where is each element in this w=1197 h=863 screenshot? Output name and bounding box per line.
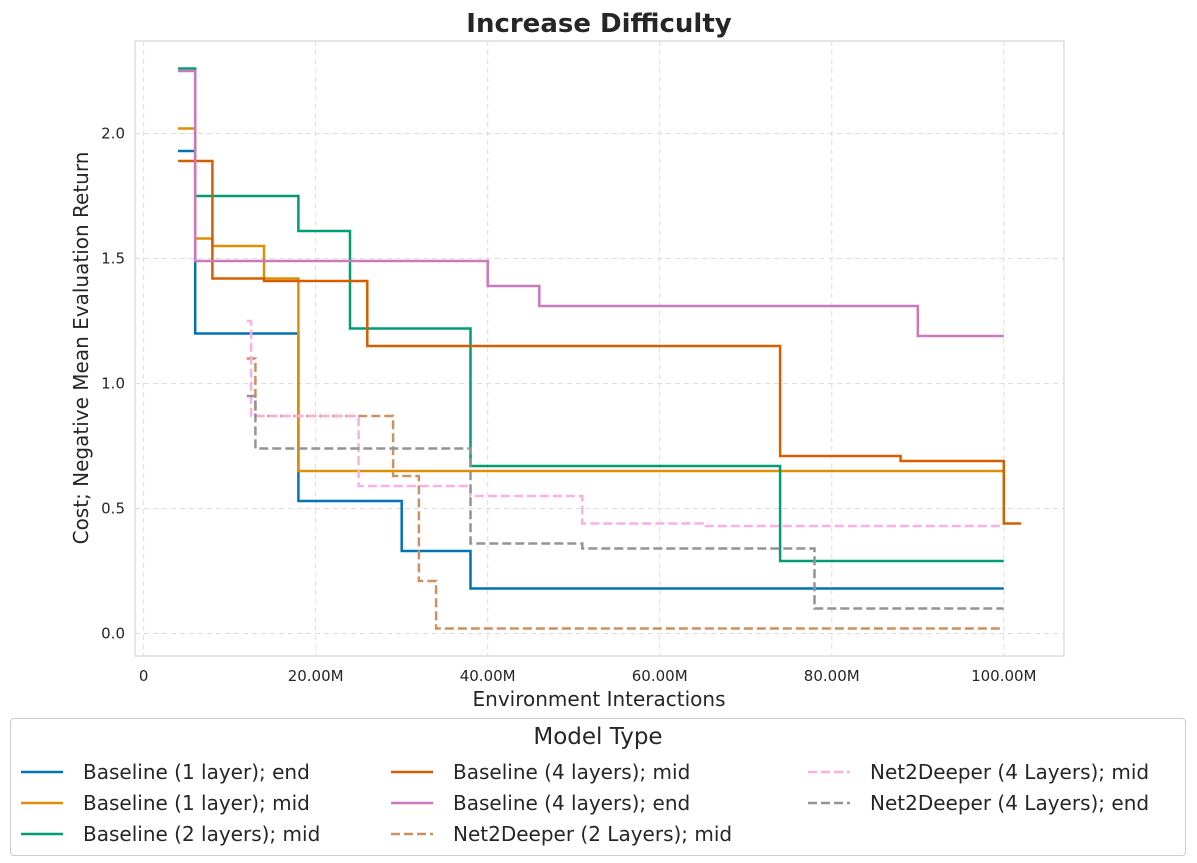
legend-swatch <box>808 801 850 805</box>
y-tick-label: 0.0 <box>101 625 125 643</box>
legend-swatch <box>391 770 433 774</box>
legend-swatch <box>391 801 433 805</box>
x-tick-label: 20.00M <box>288 667 344 685</box>
x-tick-label: 100.00M <box>971 667 1036 685</box>
legend-label: Net2Deeper (4 Layers); end <box>870 791 1150 815</box>
legend-label: Baseline (1 layer); end <box>83 760 310 784</box>
y-tick-label: 0.5 <box>101 500 125 518</box>
grid <box>135 41 1064 656</box>
series-layer <box>178 67 1021 630</box>
legend-swatch <box>391 832 433 836</box>
series-line <box>178 69 1004 338</box>
x-axis-label: Environment Interactions <box>473 687 726 711</box>
legend-swatch <box>21 801 63 805</box>
series-line <box>246 357 1004 630</box>
x-tick-labels: 0 20.00M 40.00M 60.00M 80.00M 100.00M <box>139 667 1037 685</box>
legend-swatch <box>21 770 63 774</box>
y-tick-labels: 0.0 0.5 1.0 1.5 2.0 <box>101 125 125 643</box>
legend-label: Net2Deeper (2 Layers); mid <box>453 822 733 846</box>
x-tick-label: 60.00M <box>632 667 688 685</box>
plot-area <box>134 40 1065 657</box>
x-tick-label: 80.00M <box>804 667 860 685</box>
y-tick-label: 1.5 <box>101 250 125 268</box>
chart-title: Increase Difficulty <box>466 9 732 39</box>
legend-label: Net2Deeper (4 Layers); mid <box>870 760 1150 784</box>
x-tick-label: 40.00M <box>460 667 516 685</box>
legend-item: Net2Deeper (4 Layers); mid <box>806 758 1149 786</box>
x-tick-label: 0 <box>139 667 149 685</box>
legend-swatch <box>21 832 63 836</box>
legend-swatch <box>808 770 850 774</box>
legend-label: Baseline (4 layers); mid <box>453 760 691 784</box>
series-line <box>246 394 1004 610</box>
chart: 0 20.00M 40.00M 60.00M 80.00M 100.00M 0.0 0.5 1… <box>69 9 1065 711</box>
legend-label: Baseline (2 layers); mid <box>83 822 321 846</box>
legend-title: Model Type <box>533 724 663 750</box>
legend-item: Net2Deeper (4 Layers); end <box>806 789 1149 817</box>
series-line <box>178 159 1021 525</box>
legend-label: Baseline (4 layers); end <box>453 791 691 815</box>
legend-item: Baseline (4 layers); end <box>389 789 690 817</box>
legend-item: Baseline (1 layer); end <box>19 758 310 786</box>
y-tick-label: 2.0 <box>101 125 125 143</box>
legend: Model Type Baseline (1 layer); end Baseli… <box>10 718 1186 856</box>
legend-item: Baseline (4 layers); mid <box>389 758 690 786</box>
y-axis-label: Cost; Negative Mean Evaluation Return <box>69 152 93 545</box>
legend-label: Baseline (1 layer); mid <box>83 791 310 815</box>
legend-item: Baseline (2 layers); mid <box>19 820 320 848</box>
legend-item: Baseline (1 layer); mid <box>19 789 310 817</box>
y-tick-label: 1.0 <box>101 375 125 393</box>
legend-item: Net2Deeper (2 Layers); mid <box>389 820 732 848</box>
